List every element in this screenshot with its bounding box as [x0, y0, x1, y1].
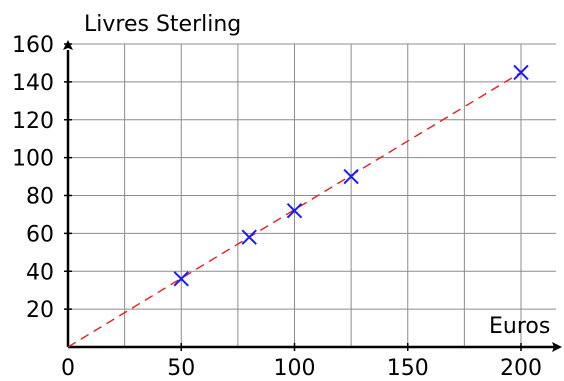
x-tick-label: 50	[167, 356, 195, 381]
grid	[68, 43, 556, 347]
y-axis-arrow	[63, 40, 73, 50]
x-tick-label: 100	[274, 356, 316, 381]
data-point-cross	[286, 202, 303, 219]
trend-line	[67, 71, 522, 348]
tick-labels: 0 50 100 150 200 20 40 60 80 100 120 140 160	[12, 33, 542, 381]
y-tick-label: 160	[12, 33, 54, 58]
y-tick-label: 80	[26, 185, 54, 210]
data-points	[173, 64, 529, 287]
y-tick-label: 20	[26, 298, 54, 323]
y-tick-label: 40	[26, 260, 54, 285]
y-tick-label: 140	[12, 71, 54, 96]
data-point-cross	[343, 168, 359, 185]
axes	[63, 40, 562, 352]
x-tick-label: 200	[500, 356, 542, 381]
x-axis-label: Euros	[489, 314, 550, 339]
y-tick-label: 120	[12, 109, 54, 134]
x-axis-arrow	[552, 342, 562, 352]
data-point-cross	[513, 64, 529, 81]
x-tick-label: 0	[61, 356, 75, 381]
data-point-cross	[173, 271, 189, 287]
y-axis-label: Livres Sterling	[84, 12, 241, 37]
y-tick-label: 60	[26, 222, 54, 247]
data-point-cross	[241, 229, 257, 245]
trend-line-group	[67, 71, 522, 348]
y-tick-label: 100	[12, 147, 54, 172]
x-tick-label: 150	[387, 356, 429, 381]
